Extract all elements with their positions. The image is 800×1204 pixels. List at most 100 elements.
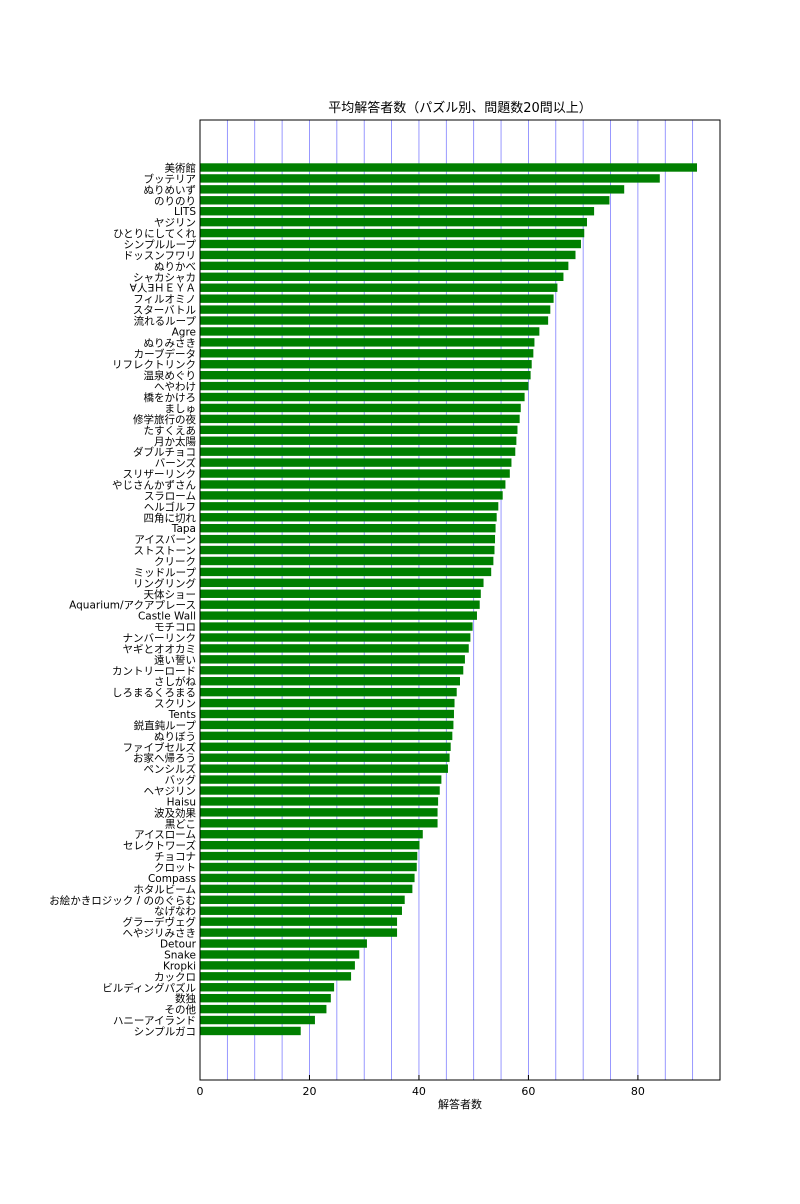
chart-title: 平均解答者数（パズル別、問題数20問以上） xyxy=(328,100,592,116)
bar xyxy=(200,950,360,959)
category-label: シャカシャカ xyxy=(133,272,196,284)
bar xyxy=(200,687,457,697)
bar xyxy=(200,589,481,598)
x-tick-label: 0 xyxy=(197,1085,204,1098)
bar xyxy=(200,742,451,751)
category-label: やじさんかずさん xyxy=(112,479,196,491)
category-label: ダブルチョコ xyxy=(133,446,196,459)
category-label: ひとりにしてくれ xyxy=(113,228,197,240)
bar xyxy=(200,283,558,292)
bar xyxy=(200,797,439,806)
category-label: ハニーアイランド xyxy=(113,1015,196,1027)
category-label: セレクトワーズ xyxy=(123,839,196,852)
x-axis-ticks: 0 20 40 60 80 xyxy=(197,1075,645,1098)
category-label: 流れるループ xyxy=(134,315,197,328)
category-label: ぬりぼう xyxy=(154,731,196,743)
category-label: ナンバーリンク xyxy=(123,632,197,644)
bar xyxy=(200,228,585,238)
category-label: ヘヤジリン xyxy=(144,786,197,798)
category-label: 橋をかけろ xyxy=(144,391,197,404)
category-label: ペンシルズ xyxy=(144,763,197,776)
category-label: 鋭直鈍ループ xyxy=(134,719,197,732)
category-label: 黒どこ xyxy=(165,818,196,830)
category-label: リングリング xyxy=(133,577,196,590)
bar xyxy=(200,163,698,172)
bar xyxy=(200,928,398,937)
bar xyxy=(200,961,355,970)
category-label: 修学旅行の夜 xyxy=(133,413,196,426)
bar xyxy=(200,261,569,271)
bar xyxy=(200,873,415,883)
bar xyxy=(200,895,405,905)
bar xyxy=(200,655,465,664)
bar xyxy=(200,677,460,686)
bar xyxy=(200,972,352,981)
bar xyxy=(200,502,499,511)
category-label: スターバトル xyxy=(133,305,196,317)
category-label: フィルオミノ xyxy=(133,294,196,306)
bar xyxy=(200,327,540,336)
category-label: たすくえあ xyxy=(144,425,197,437)
bar xyxy=(200,709,454,719)
category-label: ミッドループ xyxy=(134,567,197,579)
bar xyxy=(200,458,512,467)
category-label: シンプルループ xyxy=(123,239,196,251)
bar xyxy=(200,600,480,609)
category-label: バッグ xyxy=(165,774,197,787)
bar xyxy=(200,185,625,194)
category-label: ホタルビーム xyxy=(133,884,196,896)
bar xyxy=(200,305,551,314)
bar xyxy=(200,239,581,249)
category-label: チョコナ xyxy=(154,851,196,863)
category-label: スリザーリンク xyxy=(123,469,197,481)
category-label: スクリン xyxy=(154,698,196,710)
bar xyxy=(200,611,477,620)
bar xyxy=(200,174,660,183)
bar xyxy=(200,993,331,1003)
bar xyxy=(200,556,494,566)
x-tick-label: 40 xyxy=(412,1085,426,1098)
category-label: ブッテリア xyxy=(144,172,197,185)
bar xyxy=(200,775,442,784)
category-label: お絵かきロジック / ののぐらむ xyxy=(49,894,196,907)
bar xyxy=(200,840,420,850)
category-label: クロット xyxy=(154,862,196,874)
bars xyxy=(200,163,698,1036)
bar xyxy=(200,360,532,369)
bar xyxy=(200,250,576,260)
category-label: アイスローム xyxy=(134,829,196,841)
category-label: のりのり xyxy=(154,195,196,207)
bar xyxy=(200,830,423,839)
x-tick-label: 80 xyxy=(631,1085,645,1098)
bar xyxy=(200,786,440,795)
bar xyxy=(200,403,521,413)
category-label: へやわけ xyxy=(154,381,196,393)
category-label: ストストーン xyxy=(134,545,196,557)
bar xyxy=(200,819,438,828)
category-label: カックロ xyxy=(154,971,196,983)
bar xyxy=(200,1015,315,1025)
category-label: クリーク xyxy=(154,556,196,568)
bar xyxy=(200,644,469,653)
category-label: LITS xyxy=(174,206,196,218)
x-tick-label: 60 xyxy=(521,1085,535,1098)
category-label: 遠い誓い xyxy=(154,653,196,666)
bar xyxy=(200,578,484,588)
bar xyxy=(200,545,495,555)
bar xyxy=(200,338,535,347)
category-label: Snake xyxy=(164,949,196,961)
bar xyxy=(200,392,525,402)
category-label: Kropki xyxy=(163,960,196,972)
category-label: Agre xyxy=(172,326,196,338)
bar xyxy=(200,370,531,380)
category-label: ぬりみさき xyxy=(144,337,197,349)
category-label: グラーデヴェグ xyxy=(123,916,197,929)
category-label: ∀人∃ＨＥＹＡ xyxy=(130,283,196,295)
bar xyxy=(200,469,510,478)
bar xyxy=(200,316,549,325)
category-label: 月か太陽 xyxy=(154,435,196,448)
category-label: お家へ帰ろう xyxy=(133,752,196,765)
bar xyxy=(200,983,335,992)
bar xyxy=(200,633,471,642)
